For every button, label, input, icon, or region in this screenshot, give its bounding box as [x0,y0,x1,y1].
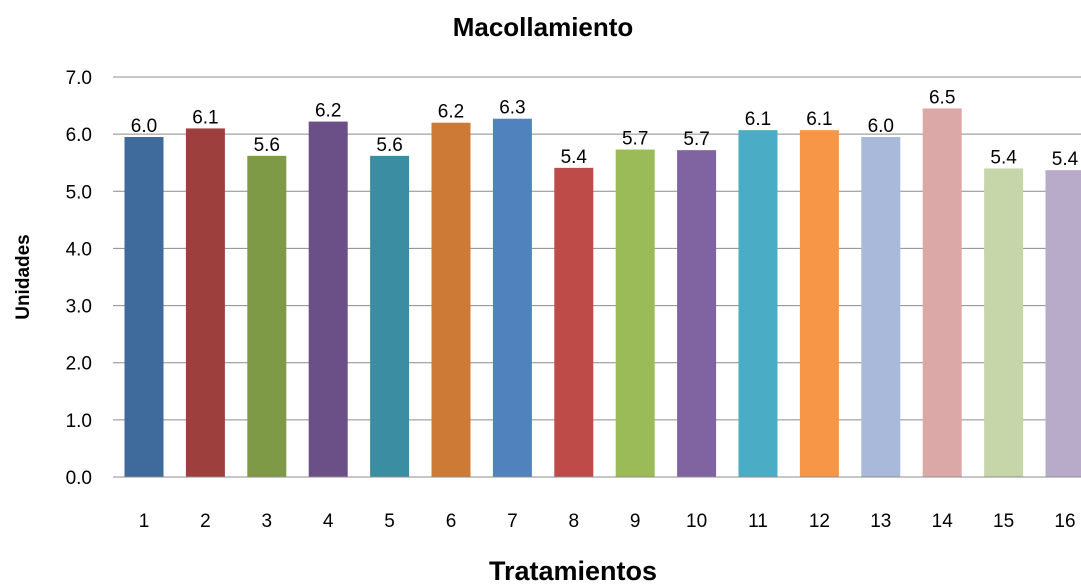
bar-data-label: 6.1 [745,109,771,130]
bar-data-label: 6.1 [806,109,832,130]
bar [492,118,532,477]
bar [370,155,410,477]
bar [738,130,778,477]
bar [247,155,287,477]
x-tick-label: 11 [748,511,768,532]
x-tick-label: 4 [323,511,334,532]
y-tick-label: 1.0 [66,411,92,432]
chart-title: Macollamiento [453,12,634,42]
y-tick-label: 6.0 [66,125,92,146]
y-axis-title: Unidades [13,234,34,320]
y-tick-label: 0.0 [66,468,92,489]
bar-data-label: 6.2 [438,102,464,123]
bar [1045,170,1081,477]
x-tick-label: 8 [569,511,580,532]
bar [431,122,471,477]
data-labels: 6.0 6.1 5.6 6.2 5.6 6.2 6.3 5.4 5.7 5.7 6.1 6.1 6.0 6… [131,87,1079,170]
bar-data-label: 6.0 [868,116,894,137]
y-axis-ticks: 0.0 1.0 2.0 3.0 4.0 5.0 6.0 7.0 [66,68,92,489]
x-tick-label: 2 [200,511,211,532]
bar-data-label: 5.6 [254,135,280,156]
bar [308,121,348,478]
bar-data-label: 6.1 [192,107,218,128]
bar-data-label: 5.7 [683,129,709,150]
x-tick-label: 12 [809,511,830,532]
bar [185,128,225,477]
x-axis-ticks: 1 2 3 4 5 6 7 8 9 10 11 12 13 14 15 16 [139,511,1076,532]
bar-data-label: 5.4 [561,147,588,168]
bar-data-label: 5.6 [376,135,402,156]
x-tick-label: 10 [686,511,707,532]
y-tick-label: 5.0 [66,182,92,203]
x-tick-label: 6 [446,511,457,532]
bar-data-label: 5.4 [1052,149,1079,170]
y-tick-label: 2.0 [66,354,92,375]
bar [615,149,655,478]
x-tick-label: 1 [139,511,150,532]
bar-data-label: 6.2 [315,101,341,122]
x-tick-label: 15 [993,511,1014,532]
x-tick-label: 9 [630,511,641,532]
y-tick-label: 7.0 [66,68,92,89]
y-tick-label: 4.0 [66,239,92,260]
bar [677,150,717,477]
bar-data-label: 6.5 [929,87,955,108]
bar [554,167,594,477]
bar-data-label: 6.0 [131,116,157,137]
bar [861,137,901,477]
bar-data-label: 5.7 [622,129,648,150]
bars [124,108,1081,478]
bar-data-label: 5.4 [990,147,1017,168]
x-tick-label: 14 [932,511,954,532]
x-tick-label: 13 [870,511,891,532]
x-tick-label: 7 [507,511,518,532]
x-tick-label: 3 [262,511,273,532]
bar-data-label: 6.3 [499,98,525,119]
bar [984,168,1024,477]
bar [799,130,839,477]
x-tick-label: 16 [1054,511,1075,532]
bar [922,108,962,477]
y-tick-label: 3.0 [66,297,92,318]
x-tick-label: 5 [384,511,395,532]
bar [124,137,164,477]
x-axis-title: Tratamientos [489,556,657,586]
